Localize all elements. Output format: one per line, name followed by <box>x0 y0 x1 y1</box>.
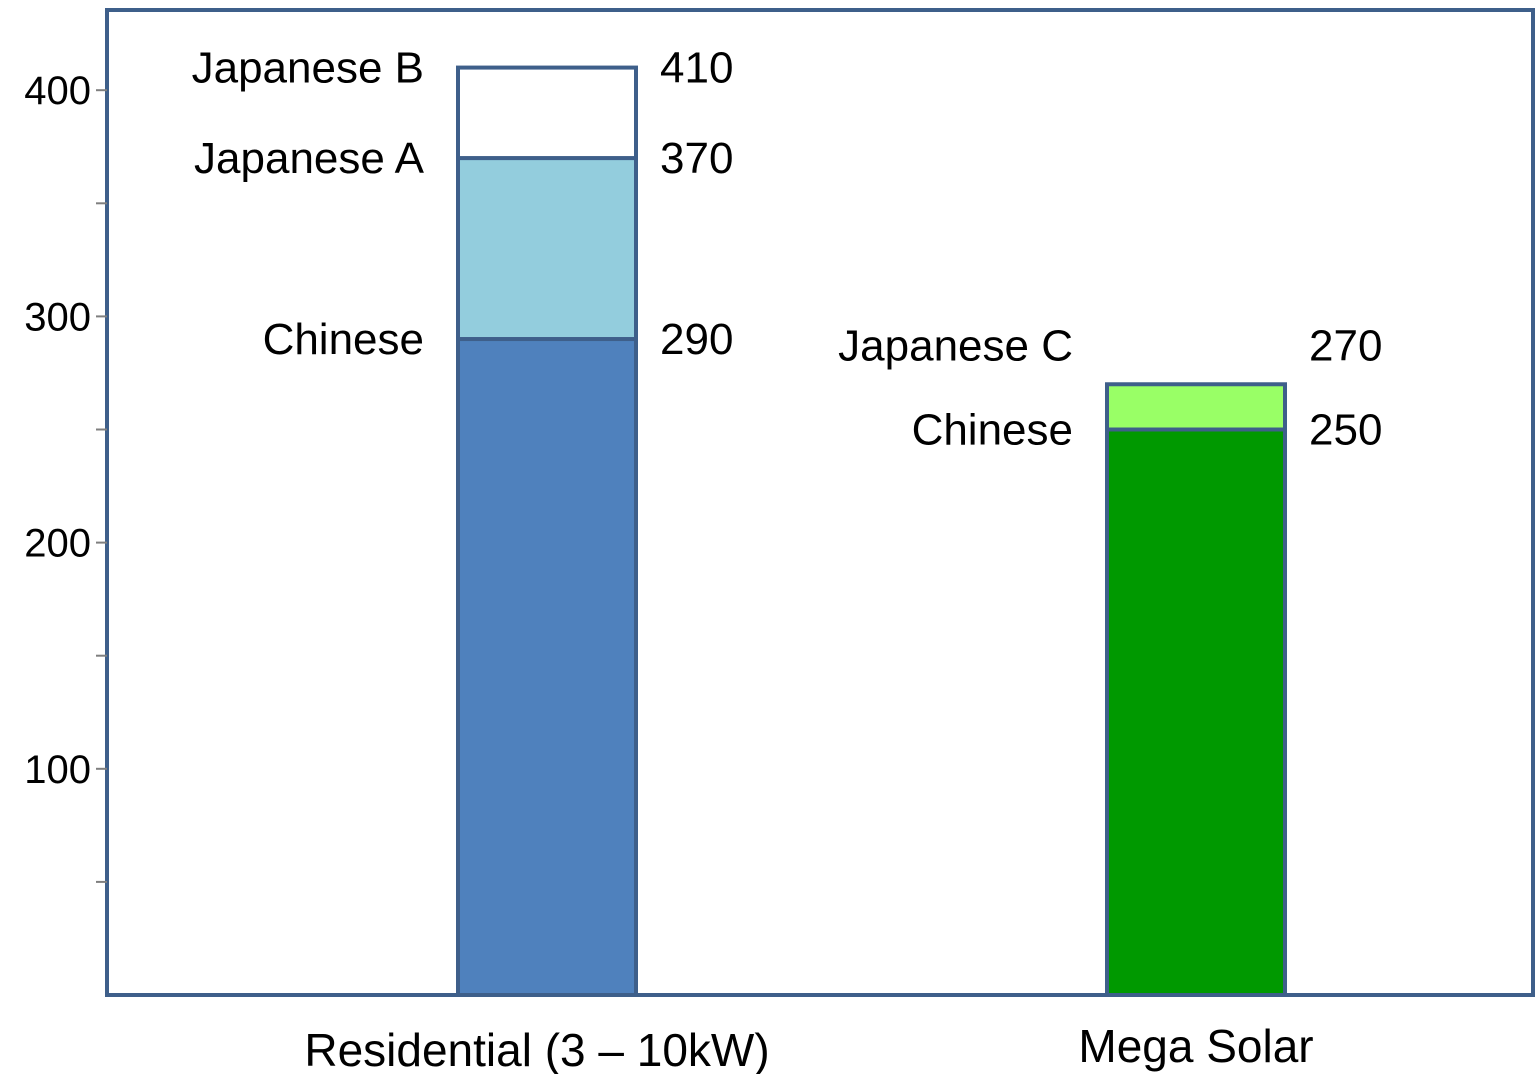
segment-name-label: Chinese <box>263 315 424 364</box>
segment-name-label: Japanese A <box>194 134 425 183</box>
segment-value-label: 410 <box>660 44 733 93</box>
x-category-label: Residential (3 – 10kW) <box>304 1024 769 1074</box>
y-axis: 100 200 300 400 <box>24 69 107 883</box>
y-tick-label: 300 <box>24 295 91 339</box>
bar-labels: Chinese 290 Japanese A 370 Japanese B 410 Resi… <box>192 44 1383 1074</box>
bar-segment-japanese-a <box>456 156 638 342</box>
bar-segment-japanese-b <box>456 65 638 161</box>
bars <box>456 65 1287 997</box>
bar-segment-japanese-c <box>1105 382 1287 432</box>
segment-name-label: Japanese B <box>192 44 424 93</box>
y-tick-label: 200 <box>24 522 91 566</box>
bar-segment-chinese <box>456 337 638 997</box>
y-tick-label: 400 <box>24 69 91 113</box>
y-tick-label: 100 <box>24 748 91 792</box>
segment-value-label: 250 <box>1309 406 1382 455</box>
segment-name-label: Japanese C <box>838 322 1073 371</box>
segment-value-label: 370 <box>660 134 733 183</box>
bar-segment-chinese <box>1105 427 1287 997</box>
plot-frame <box>105 8 1535 997</box>
segment-value-label: 290 <box>660 315 733 364</box>
segment-value-label: 270 <box>1309 322 1382 371</box>
x-category-label: Mega Solar <box>1078 1020 1313 1072</box>
segment-name-label: Chinese <box>912 406 1073 455</box>
